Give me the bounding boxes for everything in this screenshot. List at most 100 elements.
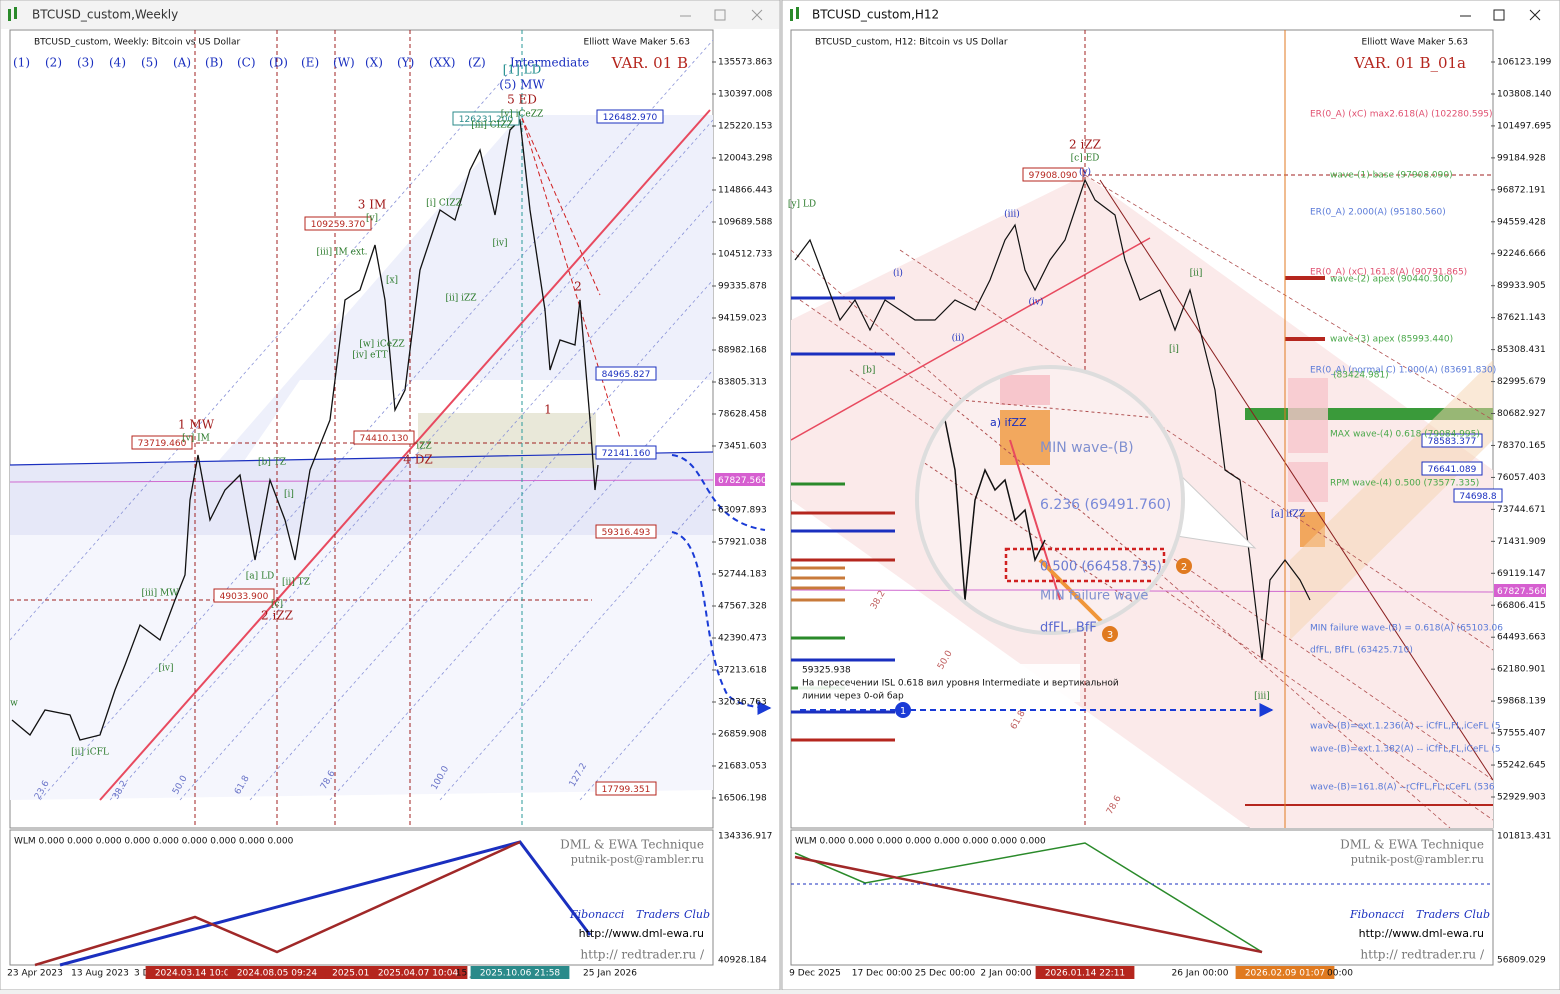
- date-label: 2024.03.14 10:05: [155, 969, 235, 979]
- price-label: 94159.023: [718, 314, 767, 324]
- level-label: ER(0_A) 2.000(A) (95180.560): [1310, 208, 1446, 218]
- price-label: 42390.473: [718, 634, 767, 644]
- magnifier-label: dfFL, BfF: [1040, 621, 1097, 636]
- price-box-box: [595, 781, 657, 796]
- wave-label: [iv]: [493, 239, 508, 249]
- price-box: 76641.089: [1428, 465, 1477, 475]
- date-label: 17 Dec 00:00: [852, 969, 913, 979]
- level-label: dfFL, BfFL (63425.710): [1310, 646, 1413, 656]
- level-label: (83424.981): [1333, 371, 1389, 381]
- price-label: 73744.671: [1497, 505, 1546, 515]
- price-box-box: [1022, 167, 1084, 182]
- price-label: 52744.183: [718, 570, 767, 580]
- wave-label: w: [10, 699, 18, 709]
- price-box-box: [595, 366, 657, 381]
- wave-button[interactable]: (4): [109, 56, 126, 70]
- wave-label: (5) MW: [499, 78, 545, 92]
- price-box: 74410.130: [360, 434, 409, 444]
- wave-button[interactable]: (2): [45, 56, 62, 70]
- wave-label: (iv): [1029, 297, 1044, 308]
- level-label: ER(0_A) (xC) max2.618(A) (102280.595): [1310, 110, 1493, 120]
- wlm-line: [794, 842, 1263, 953]
- level-label: wave-(B)=ext.1.236(A) -- iCfFL,FL,iCeFL …: [1310, 722, 1501, 732]
- magnifier-label: MIN failure wave: [1040, 589, 1148, 604]
- price-label: 99184.928: [1497, 153, 1546, 163]
- left-subplot: [9, 829, 714, 966]
- wave-label: 3 IM: [358, 198, 386, 212]
- wave-button[interactable]: (Z): [468, 56, 486, 70]
- price-label: 37213.618: [718, 666, 767, 676]
- price-label: 120043.298: [718, 154, 773, 164]
- price-box: 109259.370: [311, 220, 366, 230]
- wave-label: [ii] TZ: [282, 578, 310, 588]
- level-label: wave-(2) apex (90440.300): [1330, 275, 1453, 285]
- price-label: 71431.909: [1497, 537, 1546, 547]
- price-label: 55242.645: [1497, 761, 1546, 771]
- price-box: 72141.160: [602, 449, 651, 459]
- note-text: На пересечении ISL 0.618 вил уровня Inte…: [802, 679, 1119, 689]
- chart-title: BTCUSD_custom, Weekly: Bitcoin vs US Dol…: [34, 38, 240, 48]
- credit: DML & EWA Technique: [560, 838, 704, 852]
- price-label: 94559.428: [1497, 217, 1546, 227]
- price-label: 114866.443: [718, 186, 772, 196]
- level-label: wave-(B)=ext.1.382(A) -- iCfFL,FL,iCeFL …: [1310, 745, 1501, 755]
- price-box-box: [1421, 461, 1483, 476]
- wave-button[interactable]: (3): [77, 56, 94, 70]
- current-price: 67827.560: [718, 476, 767, 486]
- wave-button[interactable]: (A): [173, 56, 191, 70]
- price-box-box: [452, 111, 520, 126]
- wave-button[interactable]: (5): [141, 56, 158, 70]
- wave-label: 5 ED: [507, 93, 537, 107]
- price-label: 47567.328: [718, 602, 767, 612]
- wave-button[interactable]: (C): [237, 56, 256, 70]
- wave-label: [i]: [1169, 345, 1179, 355]
- wave-label: [i] CIZZ: [426, 199, 462, 209]
- price-label: 57921.038: [718, 538, 767, 548]
- date-box: [227, 966, 327, 979]
- price-label: 26859.908: [718, 730, 767, 740]
- price-label: 78370.165: [1497, 441, 1546, 451]
- price-label: 80682.927: [1497, 409, 1546, 419]
- wave-button[interactable]: (D): [269, 56, 288, 70]
- left-window-controls[interactable]: [680, 9, 763, 21]
- wave-label: [iii] IM ext.: [316, 248, 367, 258]
- right-titlebar: [783, 1, 1559, 29]
- level-label: RPM wave-(4) 0.500 (73577.335): [1330, 479, 1479, 489]
- date-label: 23 Apr 2023: [7, 969, 63, 979]
- price-label: 125220.153: [718, 122, 772, 132]
- level-label: wave-(B)=161.8(A) --rCfFL,FL,rCeFL (536: [1310, 783, 1495, 793]
- credit: http:// redtrader.ru /: [1360, 948, 1485, 962]
- degree-label: Intermediate: [510, 56, 589, 70]
- magnifier-label: 0.500 (66458.735): [1040, 560, 1162, 575]
- wave-button[interactable]: (X): [365, 56, 383, 70]
- wave-button[interactable]: (W): [333, 56, 355, 70]
- wave-label: 4 DZ: [403, 453, 432, 467]
- wave-button[interactable]: (B): [205, 56, 223, 70]
- date-label: 15 Jun: [456, 969, 484, 979]
- wave-button[interactable]: (Y): [397, 56, 414, 70]
- wave-label: [v]: [366, 214, 378, 224]
- date-label: 25 Jan 2026: [583, 969, 637, 979]
- price-label: 135573.863: [718, 58, 772, 68]
- wave-label: (i): [893, 268, 903, 279]
- wave-button[interactable]: (1): [13, 56, 30, 70]
- right-window-controls[interactable]: [1460, 9, 1541, 21]
- credit: DML & EWA Technique: [1340, 838, 1484, 852]
- credit: Fibonacci: [569, 908, 624, 921]
- wave-button[interactable]: (XX): [429, 56, 455, 70]
- price-label: 89933.905: [1497, 281, 1546, 291]
- credit: http://www.dml-ewa.ru: [1359, 927, 1484, 940]
- wave-button[interactable]: (E): [301, 56, 319, 70]
- callout-number: 1: [900, 706, 906, 717]
- wave-label: [iv] eTT: [352, 351, 387, 361]
- price-box-box: [131, 435, 193, 450]
- wave-label: [iv]: [159, 664, 174, 674]
- credit: Club: [1464, 908, 1490, 921]
- price-label: 101497.695: [1497, 121, 1551, 131]
- current-price: 67827.560: [1497, 587, 1546, 597]
- wlm-line: [794, 855, 1263, 954]
- indicator-name: Elliott Wave Maker 5.63: [1362, 38, 1468, 48]
- price-label: 76057.403: [1497, 473, 1546, 483]
